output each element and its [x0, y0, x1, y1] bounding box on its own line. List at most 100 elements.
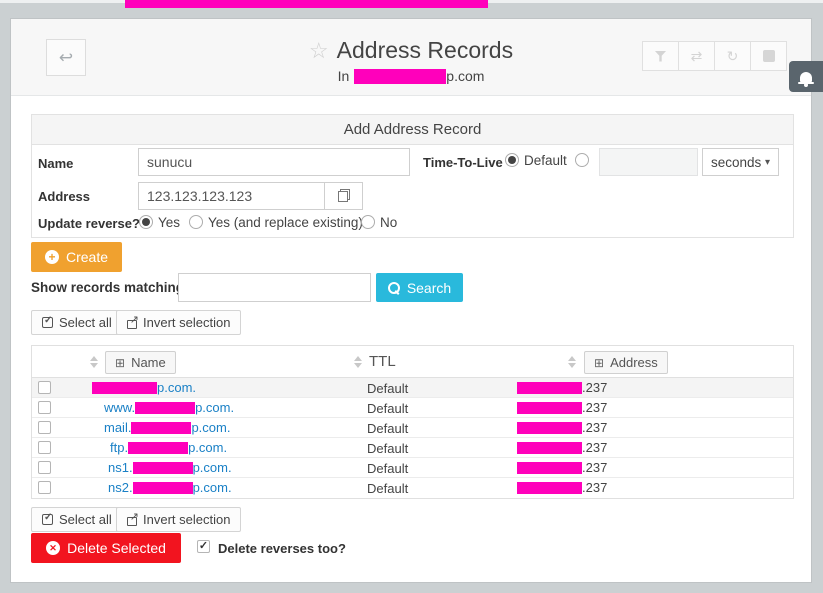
record-suffix: p.com. [192, 460, 232, 475]
redaction-address [517, 401, 582, 414]
retweet-icon: ⇄ [690, 47, 703, 64]
bell-icon [798, 71, 814, 87]
sort-address-control[interactable] [568, 356, 576, 368]
name-column-button[interactable]: ⊞ Name [105, 351, 176, 374]
redaction-address [517, 421, 582, 434]
update-reverse-no-label: No [380, 215, 398, 230]
invert-selection-button-top[interactable]: Invert selection [116, 310, 242, 335]
table-row[interactable]: ns1. p.com. Default .237 [32, 458, 793, 478]
checkbox-checked-icon [42, 512, 53, 525]
page-title: Address Records [336, 37, 514, 63]
refresh-icon: ↻ [726, 47, 739, 64]
row-checkbox[interactable] [38, 461, 51, 474]
name-column-label: Name [131, 355, 166, 370]
update-reverse-yes-radio[interactable] [139, 215, 153, 229]
select-all-button-top[interactable]: Select all [31, 310, 123, 335]
record-name-link[interactable]: ns2. p.com. [108, 480, 232, 495]
search-icon [387, 281, 400, 294]
redaction-name [131, 421, 192, 434]
sort-name-control[interactable] [90, 356, 98, 368]
ttl-custom-radio[interactable] [575, 153, 589, 167]
add-record-panel: Add Address Record Name Time-To-Live Def… [31, 114, 794, 238]
create-button[interactable]: + Create [31, 242, 122, 272]
record-ttl: Default [367, 441, 409, 456]
address-suffix: .237 [582, 440, 608, 455]
refresh-button[interactable]: ↻ [714, 41, 751, 71]
ttl-label: Time-To-Live [423, 155, 503, 170]
update-reverse-no-radio[interactable] [361, 215, 375, 229]
search-button[interactable]: Search [376, 273, 463, 302]
table-row[interactable]: mail. p.com. Default .237 [32, 418, 793, 438]
ttl-unit-value: seconds [711, 154, 762, 170]
redaction-address [517, 461, 582, 474]
row-checkbox[interactable] [38, 481, 51, 494]
record-prefix: www. [104, 400, 136, 415]
ttl-default-label: Default [524, 153, 567, 168]
page-header: ↩ ☆ Address Records In p.com ⇄ ↻ [11, 19, 811, 96]
address-input[interactable] [138, 182, 325, 210]
redaction-name [132, 461, 193, 474]
filter-button[interactable] [642, 41, 679, 71]
table-row[interactable]: www. p.com. Default .237 [32, 398, 793, 418]
update-reverse-replace-radio[interactable] [189, 215, 203, 229]
address-suffix: .237 [582, 380, 608, 395]
record-suffix: p.com. [192, 480, 232, 495]
record-name-link[interactable]: www. p.com. [104, 400, 234, 415]
row-checkbox[interactable] [38, 401, 51, 414]
row-checkbox[interactable] [38, 441, 51, 454]
delete-reverses-label: Delete reverses too? [218, 541, 346, 556]
ttl-column-label: TTL [369, 353, 396, 370]
address-suffix: .237 [582, 460, 608, 475]
select-all-label: Select all [59, 315, 112, 330]
record-name-link[interactable]: mail. p.com. [104, 420, 230, 435]
invert-selection-icon [127, 510, 139, 526]
subtitle-prefix: In [337, 68, 350, 84]
select-all-button-bottom[interactable]: Select all [31, 507, 123, 532]
name-input[interactable] [138, 148, 410, 176]
stop-button[interactable] [750, 41, 787, 71]
invert-selection-button-bottom[interactable]: Invert selection [116, 507, 242, 532]
record-address: .237 [517, 400, 607, 415]
dropdown-caret-icon: ▾ [764, 156, 770, 168]
row-checkbox[interactable] [38, 381, 51, 394]
address-label: Address [38, 189, 91, 204]
record-name-link[interactable]: ns1. p.com. [108, 460, 232, 475]
header-toolbar: ⇄ ↻ [642, 41, 787, 71]
record-suffix: p.com. [195, 400, 235, 415]
redaction-bar-top [125, 0, 488, 8]
record-name-link[interactable]: p.com. [92, 380, 196, 395]
star-icon[interactable]: ☆ [308, 37, 329, 63]
redaction-address [517, 381, 582, 394]
notifications-tab[interactable] [789, 61, 823, 92]
ttl-value-input[interactable] [599, 148, 698, 176]
record-address: .237 [517, 380, 607, 395]
table-row[interactable]: ftp. p.com. Default .237 [32, 438, 793, 458]
retweet-button[interactable]: ⇄ [678, 41, 715, 71]
record-prefix: mail. [104, 420, 132, 435]
record-address: .237 [517, 420, 607, 435]
record-name-link[interactable]: ftp. p.com. [110, 440, 227, 455]
table-row[interactable]: ns2. p.com. Default .237 [32, 478, 793, 498]
sort-ttl-control[interactable] [354, 356, 362, 368]
record-address: .237 [517, 460, 607, 475]
panel-title: Add Address Record [32, 115, 793, 145]
back-button[interactable]: ↩ [46, 39, 86, 76]
ttl-default-radio[interactable] [505, 153, 519, 167]
ttl-unit-select[interactable]: seconds ▾ [702, 148, 779, 176]
records-filter-input[interactable] [178, 273, 371, 302]
record-suffix: p.com. [191, 420, 231, 435]
address-column-button[interactable]: ⊞ Address [584, 351, 668, 374]
copy-address-button[interactable] [324, 182, 363, 210]
table-row[interactable]: p.com. Default .237 [32, 378, 793, 398]
row-checkbox[interactable] [38, 421, 51, 434]
redaction-domain [354, 68, 447, 84]
delete-reverses-checkbox[interactable] [197, 540, 210, 553]
delete-selected-button[interactable]: ✕ Delete Selected [31, 533, 181, 563]
record-ttl: Default [367, 481, 409, 496]
address-suffix: .237 [582, 480, 608, 495]
page-subtitle: In p.com [11, 68, 811, 84]
redaction-address [517, 481, 582, 494]
invert-selection-label: Invert selection [143, 315, 231, 330]
delete-selected-label: Delete Selected [67, 540, 166, 556]
